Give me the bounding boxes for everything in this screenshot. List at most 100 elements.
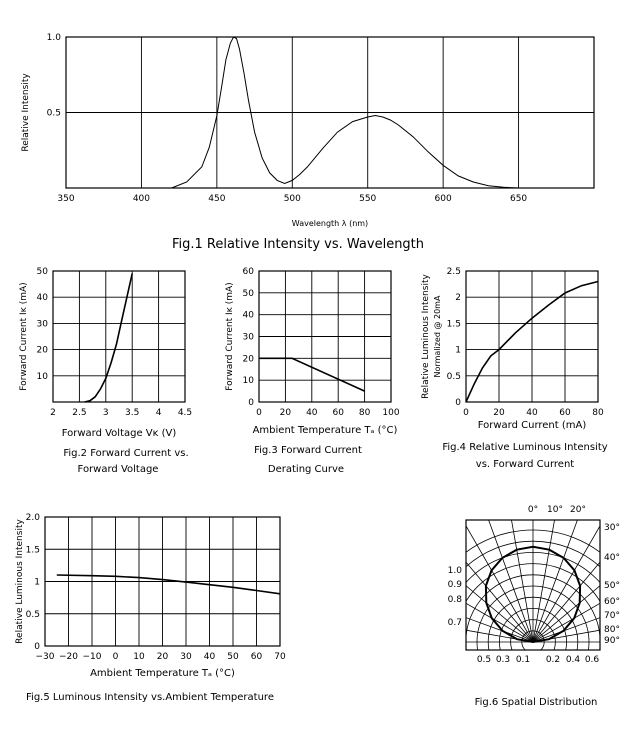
fig2-y-tick-label: 40 bbox=[37, 293, 49, 303]
fig5-y-tick-label: 2.0 bbox=[26, 513, 41, 523]
fig3-y-tick-label: 60 bbox=[243, 267, 255, 277]
fig6-bottom-label: 0.3 bbox=[496, 655, 510, 665]
fig6-plot-frame bbox=[465, 519, 601, 651]
fig1-caption: Fig.1 Relative Intensity vs. Wavelength bbox=[172, 237, 424, 252]
fig5-caption: Fig.5 Luminous Intensity vs.Ambient Temp… bbox=[26, 692, 274, 703]
fig4-x-tick-label: 0 bbox=[463, 408, 469, 418]
fig4-x-axis-label: Forward Current (mA) bbox=[478, 420, 587, 431]
fig1-y-tick-label: 0.5 bbox=[47, 109, 61, 119]
fig1-x-tick-label: 450 bbox=[208, 194, 225, 204]
fig1-x-axis-label: Wavelength λ (nm) bbox=[292, 219, 368, 228]
fig2-y-tick-label: 30 bbox=[37, 319, 49, 329]
fig3-x-tick-label: 100 bbox=[382, 408, 399, 418]
fig6-angle-spoke bbox=[466, 525, 534, 643]
fig2-x-tick-label: 2 bbox=[50, 408, 56, 418]
fig4-x-tick-label: 40 bbox=[526, 408, 538, 418]
fig6-radial-label: 0.9 bbox=[448, 580, 463, 590]
fig6-angle-label: 70° bbox=[604, 611, 620, 621]
fig2-x-tick-label: 3.5 bbox=[125, 408, 139, 418]
fig6-bottom-label: 0.2 bbox=[546, 655, 560, 665]
fig5-x-tick-label: 30 bbox=[180, 652, 192, 662]
fig4-caption-line: vs. Forward Current bbox=[476, 459, 575, 470]
fig3-caption-line: Derating Curve bbox=[268, 464, 344, 475]
fig6-angle-spoke bbox=[532, 617, 600, 643]
fig4-caption-line: Fig.4 Relative Luminous Intensity bbox=[442, 442, 607, 453]
fig1-x-tick-label: 350 bbox=[57, 194, 74, 204]
fig6-angle-label: 50° bbox=[604, 581, 620, 591]
fig1-x-tick-label: 500 bbox=[284, 194, 301, 204]
fig5-x-tick-label: −20 bbox=[59, 652, 78, 662]
fig6-angle-spoke bbox=[532, 561, 600, 643]
fig4-y-tick-label: 0.5 bbox=[447, 372, 461, 382]
fig2-y-tick-label: 20 bbox=[37, 346, 49, 356]
fig6-angle-label: 20° bbox=[570, 505, 586, 515]
fig2-x-tick-label: 4 bbox=[156, 408, 162, 418]
fig5-x-tick-label: −30 bbox=[36, 652, 55, 662]
fig6-angle-spoke bbox=[466, 561, 534, 643]
fig2-x-tick-label: 4.5 bbox=[178, 408, 192, 418]
fig3-y-tick-label: 50 bbox=[243, 289, 255, 299]
fig2-x-tick-label: 3 bbox=[103, 408, 109, 418]
fig6-polar-group bbox=[466, 520, 600, 650]
fig4-x-tick-label: 80 bbox=[592, 408, 604, 418]
fig6-angle-label: 10° bbox=[547, 505, 563, 515]
fig4-y-axis-label-2: Normalized @ 20mA bbox=[433, 295, 442, 377]
fig4-x-tick-label: 60 bbox=[559, 408, 571, 418]
fig5-x-axis-label: Ambient Temperature Tₐ (°C) bbox=[90, 668, 235, 679]
fig1-x-tick-label: 600 bbox=[435, 194, 452, 204]
fig5-x-tick-label: 40 bbox=[204, 652, 216, 662]
fig3-x-tick-label: 40 bbox=[306, 408, 318, 418]
fig4-y-axis-label: Relative Luminous Intensity bbox=[421, 274, 431, 399]
fig3-y-tick-label: 40 bbox=[243, 311, 255, 321]
fig6-angle-spoke bbox=[532, 629, 600, 643]
fig6-angle-spoke bbox=[532, 602, 600, 643]
fig6-angle-label: 40° bbox=[604, 553, 620, 563]
fig6-angle-label: 0° bbox=[528, 505, 538, 515]
fig6-radial-label: 0.8 bbox=[448, 595, 463, 605]
fig6-angle-spoke bbox=[511, 520, 534, 643]
fig2-plot-frame bbox=[52, 270, 186, 403]
fig1-y-tick-label: 1.0 bbox=[47, 33, 62, 43]
fig6-angle-spoke bbox=[532, 525, 600, 643]
fig2-caption-line: Forward Voltage bbox=[78, 464, 159, 475]
fig5-x-tick-label: −10 bbox=[83, 652, 102, 662]
fig4-y-tick-label: 1.5 bbox=[447, 319, 461, 329]
fig5-x-tick-label: 60 bbox=[251, 652, 263, 662]
fig6-angle-spoke bbox=[532, 585, 600, 643]
fig3-x-tick-label: 60 bbox=[332, 408, 344, 418]
fig6-angle-spoke bbox=[466, 629, 534, 643]
fig3-caption-line: Fig.3 Forward Current bbox=[254, 445, 362, 456]
fig2-series-line bbox=[84, 273, 133, 403]
fig6-radial-label: 1.0 bbox=[448, 566, 463, 576]
fig3-y-tick-label: 10 bbox=[243, 376, 255, 386]
fig1-x-tick-label: 650 bbox=[510, 194, 527, 204]
fig4-x-tick-label: 20 bbox=[493, 408, 505, 418]
fig6-angle-spoke bbox=[532, 520, 578, 643]
fig3-x-tick-label: 80 bbox=[359, 408, 371, 418]
fig6-angle-spoke bbox=[466, 617, 534, 643]
fig6-angle-spoke bbox=[532, 520, 555, 643]
fig5-x-tick-label: 70 bbox=[274, 652, 286, 662]
fig5-series-line bbox=[56, 574, 281, 595]
fig6-bottom-label: 0.5 bbox=[477, 655, 491, 665]
fig5-x-tick-label: 0 bbox=[113, 652, 119, 662]
fig6-bottom-label: 0.6 bbox=[585, 655, 600, 665]
fig1-x-tick-label: 550 bbox=[359, 194, 376, 204]
fig3-x-tick-label: 20 bbox=[280, 408, 292, 418]
fig6-angle-label: 80° bbox=[604, 625, 620, 635]
fig4-y-tick-label: 2.5 bbox=[447, 267, 461, 277]
fig5-y-axis-label: Relative Luminous Intensity bbox=[15, 519, 25, 644]
fig5-x-tick-label: 20 bbox=[157, 652, 169, 662]
fig5-y-tick-label: 1.5 bbox=[26, 545, 40, 555]
fig3-x-axis-label: Ambient Temperature Tₐ (°C) bbox=[253, 425, 398, 436]
fig1-y-axis-label: Relative Intensity bbox=[21, 73, 31, 152]
fig6-bottom-label: 0.4 bbox=[566, 655, 581, 665]
fig2-y-axis-label: Forward Current Iᴋ (mA) bbox=[19, 282, 29, 390]
fig2-y-tick-label: 10 bbox=[37, 372, 49, 382]
fig3-y-axis-label: Forward Current Iᴋ (mA) bbox=[225, 282, 235, 390]
fig1-x-tick-label: 400 bbox=[133, 194, 150, 204]
fig3-y-tick-label: 20 bbox=[243, 354, 255, 364]
fig2-x-axis-label: Forward Voltage Vᴋ (V) bbox=[62, 428, 177, 439]
